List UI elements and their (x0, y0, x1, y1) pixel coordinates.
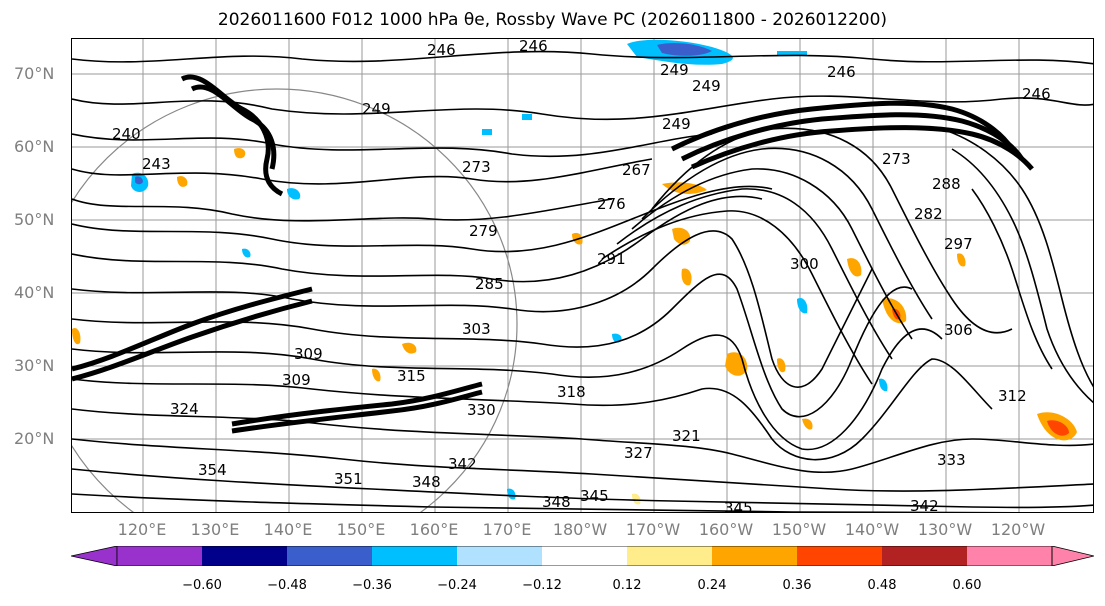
contour-label: 342 (448, 455, 477, 473)
contour-label: 351 (334, 470, 363, 488)
contour-label: 243 (142, 155, 171, 173)
contour-label: 267 (622, 161, 651, 179)
lon-label-130e: 130°E (190, 520, 240, 539)
contour-label: 246 (1022, 85, 1051, 103)
contour-label: 246 (827, 63, 856, 81)
contour-label-group: 246 246 249 249 246 246 240 243 249 249 … (112, 39, 1051, 513)
contour-label: 309 (282, 371, 311, 389)
lon-label-120w: 120°W (990, 520, 1046, 539)
colorbar-swatch (372, 546, 457, 566)
contour-lines (72, 50, 1093, 512)
contour-label: 276 (597, 195, 626, 213)
anomaly-patches (72, 39, 1077, 505)
contour-label: 273 (882, 150, 911, 168)
contour-label: 309 (294, 345, 323, 363)
lon-label-180w: 180°W (552, 520, 608, 539)
contour-label: 291 (597, 250, 626, 268)
colorbar-swatch (117, 546, 202, 566)
contour-label: 249 (660, 61, 689, 79)
contour-label: 288 (932, 175, 961, 193)
lon-label-170w: 170°W (625, 520, 681, 539)
lon-label-140e: 140°E (263, 520, 313, 539)
contour-label: 312 (998, 387, 1027, 405)
contour-label: 285 (475, 275, 504, 293)
contour-label: 303 (462, 320, 491, 338)
lon-label-120e: 120°E (117, 520, 167, 539)
lon-label-160w: 160°W (698, 520, 754, 539)
contour-label: 345 (724, 499, 753, 513)
contour-label: 324 (170, 400, 199, 418)
contour-label: 240 (112, 125, 141, 143)
contour-label: 348 (412, 473, 441, 491)
contour-label: 300 (790, 255, 819, 273)
lon-label-170e: 170°E (482, 520, 532, 539)
colorbar-extend-low (71, 546, 118, 566)
colorbar-tick: −0.24 (437, 578, 477, 593)
colorbar-tick: 0.12 (612, 578, 642, 593)
contour-label: 321 (672, 427, 701, 445)
colorbar-tick: −0.36 (352, 578, 392, 593)
lat-label-60n: 60°N (14, 137, 55, 156)
colorbar (71, 546, 1094, 566)
contour-label: 246 (427, 41, 456, 59)
contour-label: 282 (914, 205, 943, 223)
colorbar-outline (116, 546, 1053, 566)
colorbar-tick: 0.48 (867, 578, 897, 593)
lon-label-150w: 150°W (771, 520, 827, 539)
lat-label-20n: 20°N (14, 429, 55, 448)
lat-label-70n: 70°N (14, 64, 55, 83)
colorbar-tick: −0.60 (182, 578, 222, 593)
contour-label: 345 (580, 487, 609, 505)
colorbar-swatch (627, 546, 712, 566)
map-svg: 246 246 249 249 246 246 240 243 249 249 … (72, 39, 1093, 513)
colorbar-extend-high (1051, 546, 1094, 566)
contour-label: 306 (944, 321, 973, 339)
colorbar-tick: 0.24 (697, 578, 727, 593)
contour-label: 354 (198, 461, 227, 479)
colorbar-swatch (457, 546, 542, 566)
colorbar-swatch (712, 546, 797, 566)
colorbar-swatch (882, 546, 967, 566)
colorbar-swatch (287, 546, 372, 566)
lon-label-140w: 140°W (844, 520, 900, 539)
colorbar-tick: 0.36 (782, 578, 812, 593)
contour-label: 348 (542, 493, 571, 511)
contour-label: 342 (910, 497, 939, 513)
colorbar-tick: −0.12 (522, 578, 562, 593)
lon-label-130w: 130°W (917, 520, 973, 539)
contour-label: 246 (519, 39, 548, 55)
colorbar-swatch (542, 546, 627, 566)
lon-label-160e: 160°E (409, 520, 459, 539)
lat-label-30n: 30°N (14, 356, 55, 375)
lon-label-150e: 150°E (336, 520, 386, 539)
colorbar-swatch (202, 546, 287, 566)
contour-label: 327 (624, 444, 653, 462)
chart-title: 2026011600 F012 1000 hPa θe, Rossby Wave… (217, 10, 888, 30)
contour-label: 297 (944, 235, 973, 253)
map-panel: 246 246 249 249 246 246 240 243 249 249 … (71, 38, 1094, 513)
lat-label-40n: 40°N (14, 283, 55, 302)
colorbar-swatch (967, 546, 1052, 566)
contour-label: 333 (937, 451, 966, 469)
lat-label-50n: 50°N (14, 210, 55, 229)
contour-label: 273 (462, 158, 491, 176)
region-circle (72, 88, 518, 512)
contour-label: 330 (467, 401, 496, 419)
contour-label: 279 (469, 222, 498, 240)
colorbar-tick: 0.60 (952, 578, 982, 593)
contour-label: 249 (662, 115, 691, 133)
contour-label: 249 (692, 77, 721, 95)
contour-label: 315 (397, 367, 426, 385)
colorbar-swatch (797, 546, 882, 566)
contour-label: 249 (362, 100, 391, 118)
contour-bands (72, 74, 1034, 434)
contour-label: 318 (557, 383, 586, 401)
colorbar-tick: −0.48 (267, 578, 307, 593)
